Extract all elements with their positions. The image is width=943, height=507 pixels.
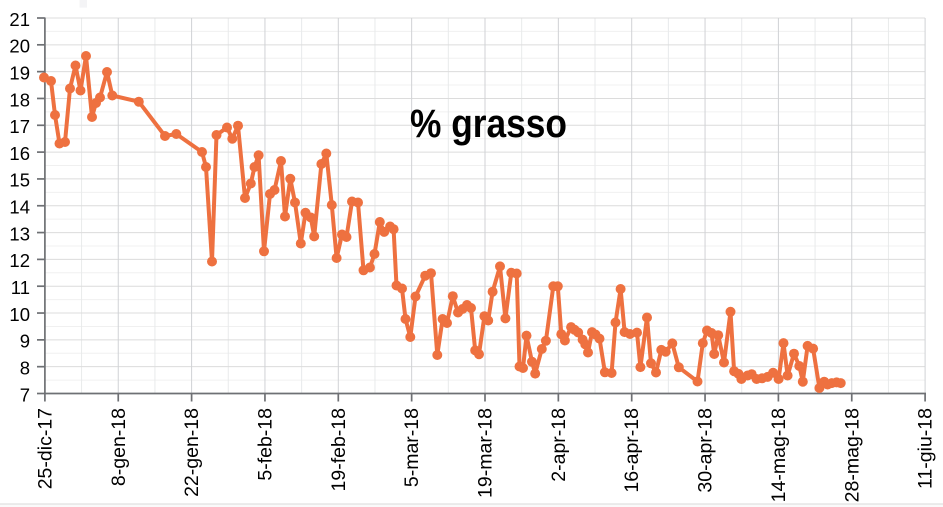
svg-text:8-gen-18: 8-gen-18	[108, 408, 130, 486]
svg-text:25-dic-17: 25-dic-17	[34, 408, 56, 489]
svg-text:15: 15	[9, 170, 30, 191]
svg-text:17: 17	[9, 116, 30, 137]
svg-text:12: 12	[9, 250, 30, 271]
svg-text:19-feb-18: 19-feb-18	[328, 408, 350, 491]
svg-text:% grasso: % grasso	[410, 102, 567, 146]
svg-text:5-feb-18: 5-feb-18	[254, 408, 276, 481]
svg-text:22-gen-18: 22-gen-18	[181, 408, 203, 497]
svg-text:11: 11	[11, 277, 30, 298]
svg-text:30-apr-18: 30-apr-18	[695, 408, 717, 493]
svg-text:16: 16	[9, 143, 30, 164]
svg-text:14-mag-18: 14-mag-18	[768, 408, 790, 502]
svg-text:19-mar-18: 19-mar-18	[475, 408, 497, 498]
svg-text:28-mag-18: 28-mag-18	[841, 408, 863, 502]
svg-text:16-apr-18: 16-apr-18	[621, 408, 643, 493]
svg-text:10: 10	[9, 304, 30, 325]
svg-text:13: 13	[9, 223, 30, 244]
svg-text:19: 19	[9, 62, 30, 83]
svg-text:14: 14	[9, 197, 30, 218]
svg-text:18: 18	[9, 89, 30, 110]
svg-text:5-mar-18: 5-mar-18	[401, 408, 423, 487]
svg-text:20: 20	[9, 36, 30, 57]
svg-text:11-giu-18: 11-giu-18	[915, 408, 937, 489]
svg-text:21: 21	[9, 9, 30, 30]
svg-text:7: 7	[20, 384, 30, 405]
svg-text:8: 8	[20, 357, 30, 378]
svg-text:9: 9	[20, 331, 30, 352]
svg-text:2-apr-18: 2-apr-18	[548, 408, 570, 482]
